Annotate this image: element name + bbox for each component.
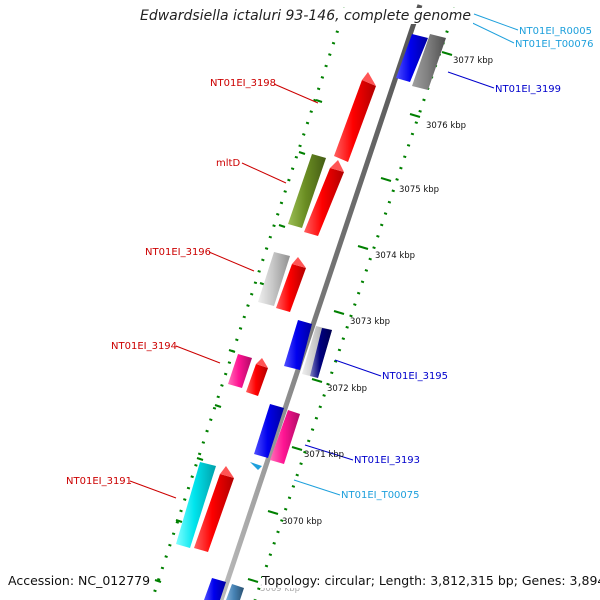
gene-3198-cap [362,72,376,86]
gene-3198[interactable] [334,80,376,162]
tick-label: 3076 kbp [426,121,466,131]
gene-red-3196[interactable] [276,264,306,312]
gene-red-mltd-cap [330,160,344,172]
gene-3195-dark [310,328,332,378]
tick-marks [154,51,453,583]
gene-blue-3195[interactable] [284,320,312,370]
gene-label[interactable]: NT01EI_3194 [111,341,177,352]
gene-label[interactable]: NT01EI_T00075 [341,490,420,501]
gene-red-3194-cap [256,358,268,368]
gene-blue-bottom[interactable] [204,578,226,600]
gene-red-3191-cap [220,466,234,478]
map-title: Edwardsiella ictaluri 93-146, complete g… [138,8,474,24]
gene-labels: NT01EI_R0005 NT01EI_T00076 NT01EI_3199 N… [66,26,594,501]
genome-stats-label: Topology: circular; Length: 3,812,315 bp… [262,573,600,588]
gene-label[interactable]: NT01EI_3191 [66,476,132,487]
tick-label: 3075 kbp [399,185,439,195]
gene-3191[interactable] [176,462,216,548]
tick-label: 3070 kbp [282,517,322,527]
gene-label[interactable]: NT01EI_3199 [495,84,561,95]
tick-label: 3074 kbp [375,251,415,261]
accession-label: Accession: NC_012779 [8,573,151,588]
genome-backbone [218,4,423,600]
gene-steel-bottom[interactable] [226,584,244,600]
gene-3193[interactable] [270,410,300,464]
gene-3199[interactable] [412,34,446,90]
gene-3196[interactable] [258,252,290,306]
gene-red-3194[interactable] [246,364,268,396]
gene-label[interactable]: NT01EI_R0005 [519,26,592,37]
gene-red-3196-cap [292,257,306,268]
tick-label: 3073 kbp [350,317,390,327]
tick-label: 3077 kbp [453,56,493,66]
gene-3194[interactable] [228,354,252,388]
gene-label[interactable]: NT01EI_3193 [354,455,420,466]
gene-red-3191[interactable] [194,474,234,552]
gene-label[interactable]: mltD [216,158,240,169]
gene-label[interactable]: NT01EI_T00076 [515,39,594,50]
gene-label[interactable]: NT01EI_3198 [210,78,276,89]
tick-label: 3069 kbp [260,584,300,594]
gene-blue-top[interactable] [396,34,428,82]
tick-label: 3071 kbp [304,450,344,460]
gene-label[interactable]: NT01EI_3195 [382,371,448,382]
trna-marker [250,462,262,470]
tick-labels: 3077 kbp 3076 kbp 3075 kbp 3074 kbp 3073… [260,56,493,594]
gene-red-mltd[interactable] [304,168,344,236]
guide-lines [150,7,457,600]
leader-lines [129,13,519,499]
gene-mltD[interactable] [288,154,326,228]
tick-label: 3072 kbp [327,384,367,394]
gene-label[interactable]: NT01EI_3196 [145,247,211,258]
gene-blocks [176,16,446,600]
gene-blue-3193[interactable] [254,404,284,458]
